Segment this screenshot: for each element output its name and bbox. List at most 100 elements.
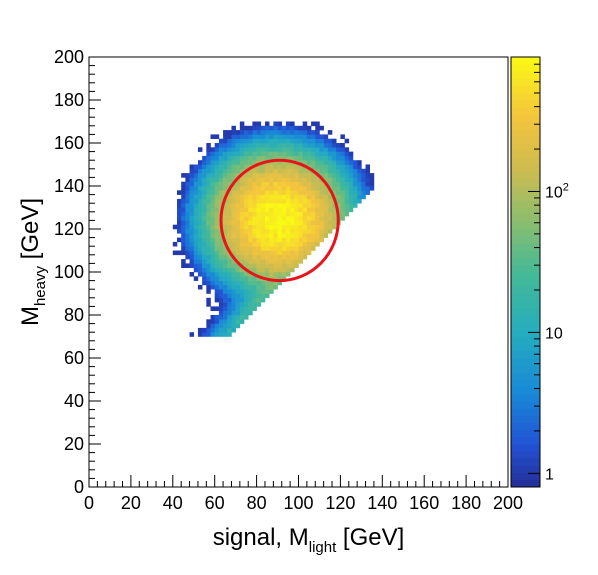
heatmap-bin xyxy=(323,138,329,144)
heatmap-bin xyxy=(323,207,329,213)
heatmap-bin xyxy=(256,263,262,268)
heatmap-bin xyxy=(214,186,220,191)
heatmap-bin xyxy=(315,155,320,161)
heatmap-bin xyxy=(273,284,278,290)
heatmap-bin xyxy=(306,250,312,256)
heatmap-bin xyxy=(348,181,354,187)
heatmap-bin xyxy=(231,280,236,286)
heatmap-bin xyxy=(248,207,253,213)
heatmap-bin xyxy=(189,181,195,187)
heatmap-bin xyxy=(235,194,241,200)
heatmap-bin xyxy=(227,134,232,139)
colorbar-segment xyxy=(511,307,540,316)
heatmap-bin xyxy=(193,207,199,213)
heatmap-bin xyxy=(344,164,350,170)
heatmap-bin xyxy=(239,186,245,191)
heatmap-bin xyxy=(277,272,283,277)
heatmap-bin xyxy=(327,138,333,144)
heatmap-bin xyxy=(327,220,333,225)
heatmap-bin xyxy=(273,267,278,273)
heatmap-bin xyxy=(256,121,262,127)
heatmap-bin xyxy=(277,190,283,195)
heatmap-bin xyxy=(311,216,316,221)
heatmap-bin xyxy=(244,259,249,264)
heatmap-bin xyxy=(273,155,278,161)
y-tick-label: 80 xyxy=(64,305,84,325)
heatmap-bin xyxy=(189,211,195,217)
heatmap-bin xyxy=(298,220,303,225)
heatmap-bin xyxy=(235,263,241,268)
heatmap-bin xyxy=(218,160,224,165)
heatmap-bin xyxy=(306,168,312,174)
x-tick-label: 20 xyxy=(121,493,141,513)
heatmap-bin xyxy=(218,280,224,286)
heatmap-bin xyxy=(294,233,299,238)
heatmap-bin xyxy=(248,130,253,135)
heatmap-bin xyxy=(181,203,186,208)
heatmap-bin xyxy=(294,155,299,161)
heatmap-bin xyxy=(248,284,253,290)
heatmap-bin xyxy=(260,297,266,303)
heatmap-bin xyxy=(290,177,295,182)
heatmap-bin xyxy=(252,241,257,247)
heatmap-bin xyxy=(197,198,203,204)
heatmap-bin xyxy=(231,198,236,204)
heatmap-bin xyxy=(294,194,299,200)
heatmap-bin xyxy=(172,224,178,230)
heatmap-bin xyxy=(252,173,257,178)
heatmap-bin xyxy=(185,254,190,260)
heatmap-bin xyxy=(239,151,245,157)
heatmap-bin xyxy=(290,250,295,256)
heatmap-bin xyxy=(264,233,270,238)
heatmap-bin xyxy=(189,233,195,238)
heatmap-bin xyxy=(290,155,295,161)
heatmap-bin xyxy=(252,276,257,281)
heatmap-bin xyxy=(319,186,324,191)
heatmap-bin xyxy=(352,190,358,195)
heatmap-bin xyxy=(323,186,329,191)
heatmap-bin xyxy=(223,259,228,264)
heatmap-bin xyxy=(227,310,232,316)
heatmap-bin xyxy=(269,168,274,174)
heatmap-bin xyxy=(352,203,358,208)
heatmap-bin xyxy=(306,216,312,221)
heatmap-bin xyxy=(277,276,283,281)
heatmap-bin xyxy=(231,297,236,303)
heatmap-bin xyxy=(306,207,312,213)
heatmap-bin xyxy=(277,134,283,139)
heatmap-bin xyxy=(273,164,278,170)
heatmap-bin xyxy=(332,203,337,208)
heatmap-bin xyxy=(336,155,341,161)
heatmap-bin xyxy=(369,177,375,182)
heatmap-bin xyxy=(348,198,354,204)
heatmap-bin xyxy=(277,216,283,221)
heatmap-bin xyxy=(176,224,182,230)
heatmap-bin xyxy=(273,125,278,131)
heatmap-bin xyxy=(306,160,312,165)
heatmap-bin xyxy=(277,151,283,157)
heatmap-bin xyxy=(231,259,236,264)
heatmap-bin xyxy=(281,147,287,152)
heatmap-bin xyxy=(197,194,203,200)
heatmap-bin xyxy=(210,250,215,256)
heatmap-bin xyxy=(277,207,283,213)
heatmap-bin xyxy=(332,211,337,217)
heatmap-bin xyxy=(210,323,215,329)
heatmap-bin xyxy=(281,181,287,187)
heatmap-bin xyxy=(294,190,299,195)
heatmap-bin xyxy=(206,160,211,165)
heatmap-bin xyxy=(273,276,278,281)
heatmap-bin xyxy=(248,173,253,178)
heatmap-bin xyxy=(365,181,371,187)
heatmap-bin xyxy=(181,259,186,264)
heatmap-bin xyxy=(348,177,354,182)
heatmap-bin xyxy=(264,263,270,268)
heatmap-bin xyxy=(302,203,308,208)
colorbar-segment xyxy=(511,322,540,330)
heatmap-bin xyxy=(256,216,262,221)
heatmap-bin xyxy=(176,216,182,221)
heatmap-bin xyxy=(244,207,249,213)
heatmap-bin xyxy=(306,151,312,157)
heatmap-bin xyxy=(273,207,278,213)
heatmap-bin xyxy=(210,319,215,324)
